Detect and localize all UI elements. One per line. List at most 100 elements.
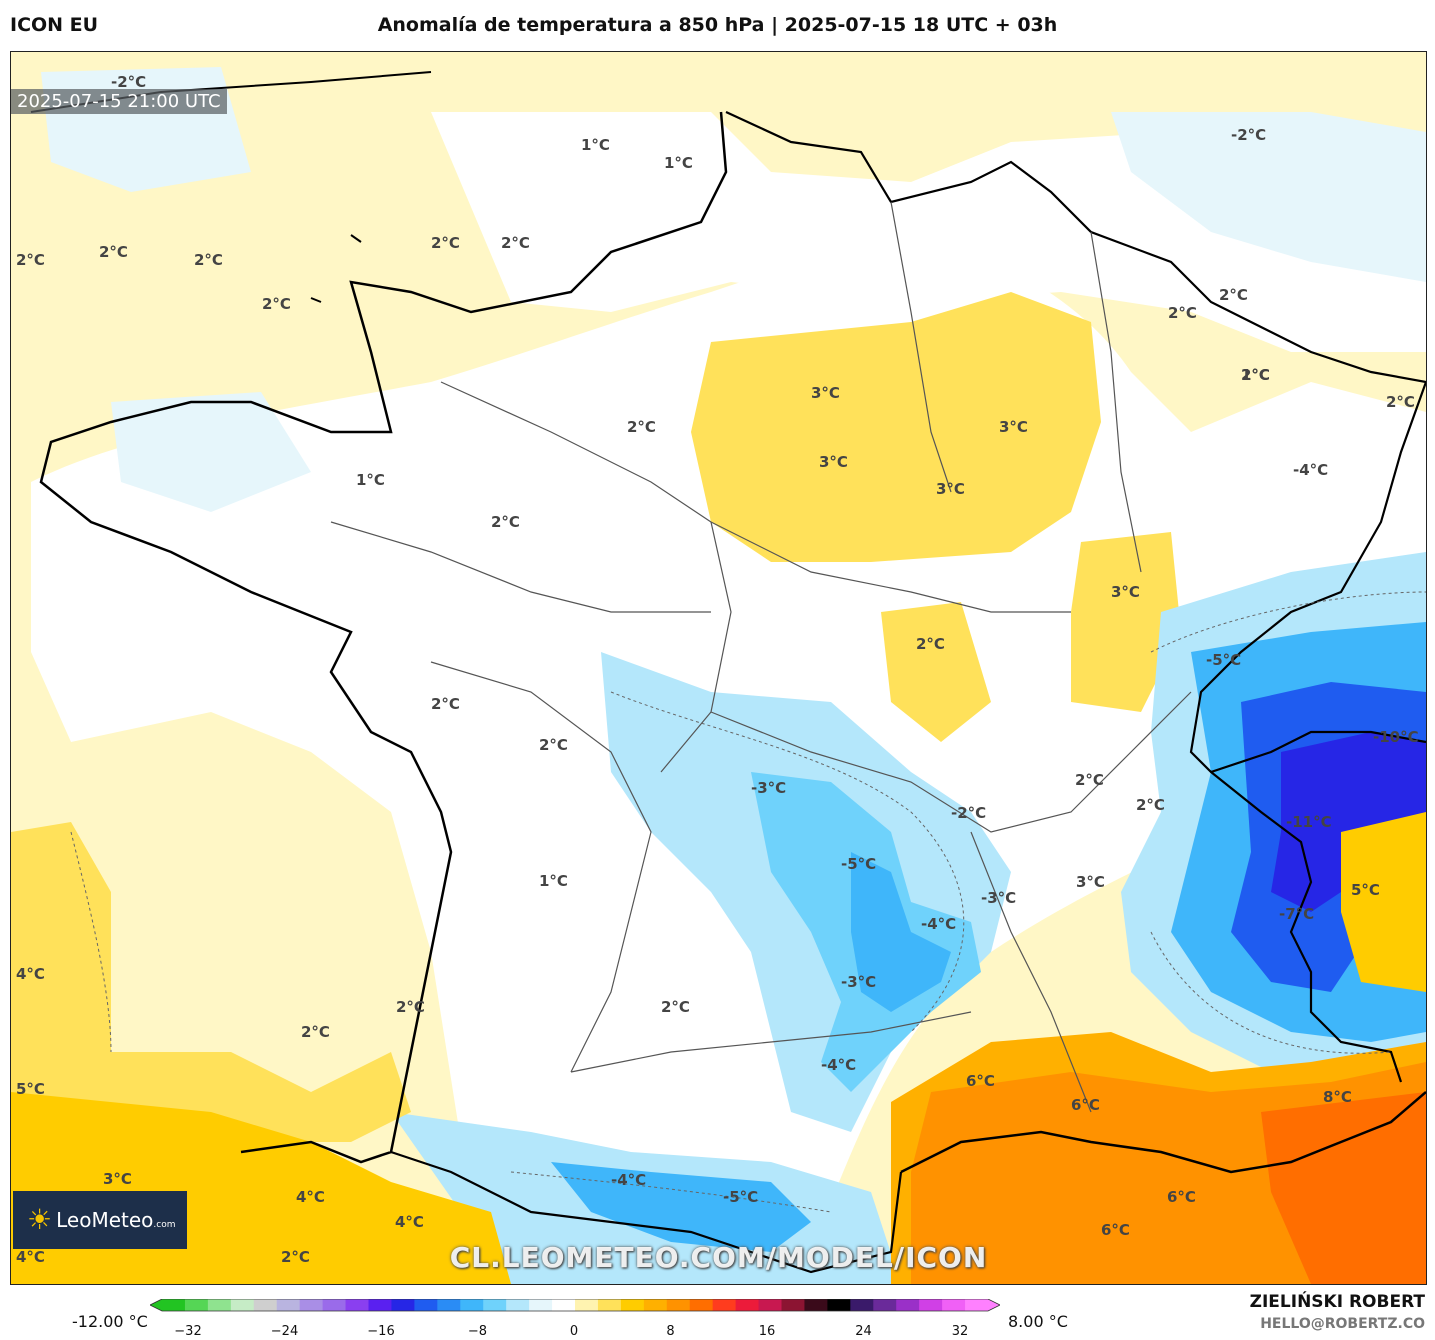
- isotherm-label: 2°C: [627, 418, 656, 436]
- isotherm-label: 1°C: [1241, 366, 1270, 384]
- isotherm-label: 2°C: [301, 1023, 330, 1041]
- colorbar-cell: [483, 1299, 507, 1311]
- colorbar-cell: [230, 1299, 255, 1311]
- colorbar-cell: [689, 1299, 714, 1311]
- isotherm-label: -5°C: [841, 855, 876, 873]
- isotherm-label: 1°C: [356, 471, 385, 489]
- isotherm-label: -10°C: [1373, 728, 1419, 746]
- colorbar-cell: [919, 1299, 943, 1311]
- temperature-anomaly-map[interactable]: -2°C -2°C 1°C 1°C 2°C 2°C 2°C 2°C 2°C 2°C 2°C 2°C 1°…: [10, 51, 1427, 1285]
- isotherm-label: 2°C: [501, 234, 530, 252]
- isotherm-label: 2°C: [99, 243, 128, 261]
- isotherm-label: 4°C: [395, 1213, 424, 1231]
- isotherm-label: 2°C: [1241, 366, 1270, 384]
- colorbar-tick-label: 8: [666, 1324, 674, 1339]
- colorbar-tick-label: 16: [759, 1324, 776, 1339]
- colorbar-cell: [575, 1299, 599, 1311]
- isotherm-label: 4°C: [16, 1248, 45, 1266]
- warm-zone-ligurian: [1341, 812, 1426, 992]
- isotherm-label: 1°C: [581, 136, 610, 154]
- border-spain: [390, 1150, 903, 1274]
- colorbar-cell: [620, 1299, 645, 1311]
- colorbar-cell: [712, 1299, 737, 1311]
- logo-text: LeoMeteo.com: [56, 1208, 176, 1232]
- isotherm-label: -5°C: [1206, 651, 1241, 669]
- isotherm-label: -2°C: [951, 804, 986, 822]
- colorbar-tick-label: −32: [174, 1324, 201, 1339]
- isotherm-label: 8°C: [1323, 1088, 1352, 1106]
- isotherm-label: 5°C: [1351, 881, 1380, 899]
- colorbar-ticks: −32 −24 −16 −8 0 8 16 24 32: [174, 1324, 968, 1339]
- isotherm-label: -3°C: [981, 889, 1016, 907]
- isotherm-label: 2°C: [431, 695, 460, 713]
- isotherm-label: 3°C: [103, 1170, 132, 1188]
- colorbar-cell: [942, 1299, 966, 1311]
- isotherm-label: 2°C: [396, 998, 425, 1016]
- cold-zone-pyrenees-core: [551, 1162, 811, 1252]
- isotherm-label: 2°C: [1136, 796, 1165, 814]
- border-italy: [1210, 771, 1403, 1083]
- warm-zone-centre: [881, 602, 991, 742]
- colorbar-cell: [643, 1299, 668, 1311]
- isotherm-label: 6°C: [1071, 1096, 1100, 1114]
- isotherm-label: 4°C: [16, 965, 45, 983]
- isotherm-label: -7°C: [1279, 905, 1314, 923]
- colorbar-cell: [414, 1299, 438, 1311]
- colorbar-cell: [391, 1299, 415, 1311]
- regional-borders: [330, 201, 1192, 1113]
- warm-zone-east: [1071, 532, 1181, 712]
- isotherm-label: 2°C: [262, 295, 291, 313]
- colorbar-tick-label: −8: [468, 1324, 487, 1339]
- colorbar-cell: [896, 1299, 920, 1311]
- colorbar-tick-label: 24: [855, 1324, 872, 1339]
- source-watermark: CL.LEOMETEO.COM/MODEL/ICON: [449, 1241, 988, 1274]
- isotherm-label: 4°C: [296, 1188, 325, 1206]
- colorbar-cell: [299, 1299, 324, 1311]
- colorbar-cell: [529, 1299, 553, 1311]
- colorbar-min-label: -12.00 °C: [72, 1312, 148, 1331]
- isotherm-label: 2°C: [194, 251, 223, 269]
- isotherm-label: 2°C: [431, 234, 460, 252]
- isotherm-label: -2°C: [1231, 126, 1266, 144]
- cool-zone-massif-deep: [851, 852, 951, 1012]
- colorbar-cell: [758, 1299, 782, 1311]
- colorbar: −32 −24 −16 −8 0 8 16 24 32: [150, 1299, 1000, 1339]
- colorbar-tick-label: −24: [271, 1324, 298, 1339]
- colorbar-tick-label: 32: [952, 1324, 969, 1339]
- colorbar-cell: [850, 1299, 874, 1311]
- colorbar-cell: [781, 1299, 805, 1311]
- isotherm-label: 2°C: [916, 635, 945, 653]
- isotherm-label: 1°C: [539, 872, 568, 890]
- colorbar-cell: [184, 1299, 209, 1311]
- colorbar-cell: [345, 1299, 369, 1311]
- colorbar-cell: [965, 1299, 989, 1311]
- author-email[interactable]: HELLO@ROBERTZ.CO: [1260, 1316, 1425, 1332]
- coastline-france: [39, 111, 728, 1164]
- warm-zone-atlantic: [11, 822, 411, 1142]
- isotherm-label: 3°C: [811, 384, 840, 402]
- isotherm-label: 2°C: [1168, 304, 1197, 322]
- coastline-channel-islands: [310, 234, 362, 303]
- border-germany-switzerland: [1189, 381, 1426, 774]
- isotherm-label: 3°C: [1111, 583, 1140, 601]
- isotherm-label: -4°C: [611, 1171, 646, 1189]
- model-name: ICON EU: [10, 14, 99, 36]
- isotherm-label: 3°C: [999, 418, 1028, 436]
- isotherm-label: 6°C: [966, 1072, 995, 1090]
- isotherm-label: -4°C: [821, 1056, 856, 1074]
- author-name: ZIELIŃSKI ROBERT: [1249, 1292, 1425, 1312]
- colorbar-cell: [827, 1299, 851, 1311]
- isotherm-label: 2°C: [539, 736, 568, 754]
- isotherm-label: -5°C: [723, 1188, 758, 1206]
- leometeo-logo[interactable]: ☀ LeoMeteo.com: [13, 1191, 187, 1249]
- isotherm-label: 6°C: [1101, 1221, 1130, 1239]
- isotherm-label: 2°C: [1075, 771, 1104, 789]
- colorbar-cell: [666, 1299, 691, 1311]
- isotherm-label: 3°C: [1076, 873, 1105, 891]
- colorbar-tick-label: 0: [570, 1324, 578, 1339]
- map-title: Anomalía de temperatura a 850 hPa | 2025…: [377, 14, 1058, 36]
- cool-zone-brittany: [111, 392, 311, 512]
- colorbar-cells: [150, 1299, 1000, 1312]
- map-canvas: -2°C-2°C1°C1°C2°C 2°C 2°C2°C2°C 2°C2°C2°C1°…: [11, 52, 1426, 1284]
- colorbar-cell: [437, 1299, 461, 1311]
